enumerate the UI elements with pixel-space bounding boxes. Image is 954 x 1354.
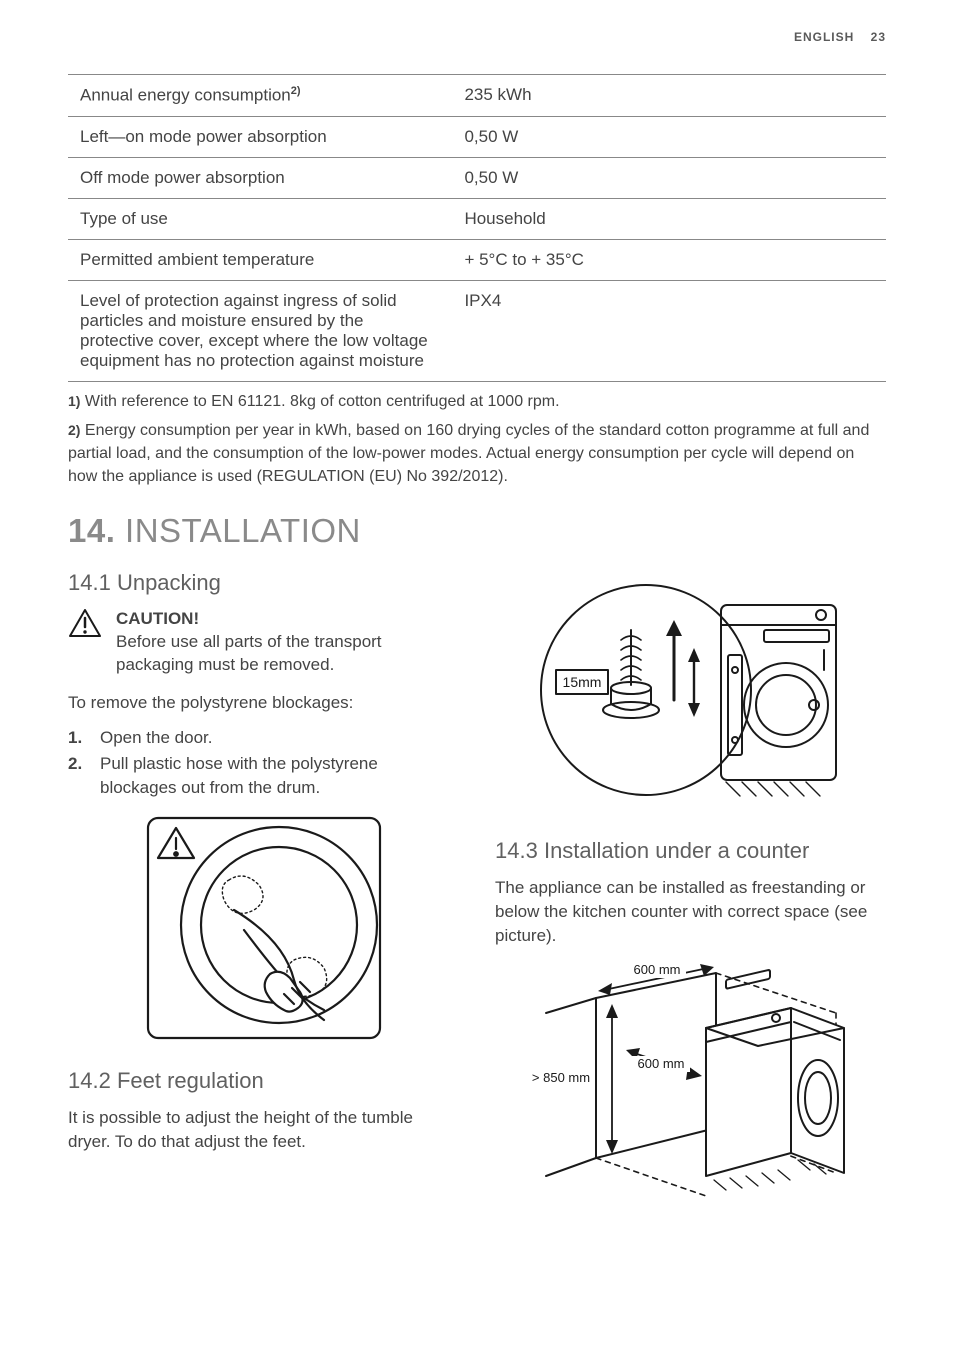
spec-label: Permitted ambient temperature xyxy=(68,239,452,280)
unpacking-illustration xyxy=(68,810,459,1050)
subsection-number: 14.2 xyxy=(68,1068,111,1093)
body-text: It is possible to adjust the height of t… xyxy=(68,1106,459,1154)
subsection-number: 14.3 xyxy=(495,838,538,863)
caution-title: CAUTION! xyxy=(116,609,199,628)
footnote-num: 2) xyxy=(68,422,80,438)
subsection-heading: 14.1 Unpacking xyxy=(68,570,459,596)
left-column: 14.1 Unpacking CAUTION! Before use all p… xyxy=(68,564,459,1225)
spec-label: Level of protection against ingress of s… xyxy=(68,280,452,381)
subsection-heading: 14.2 Feet regulation xyxy=(68,1068,459,1094)
spec-value: + 5°C to + 35°C xyxy=(452,239,886,280)
spec-table: Annual energy consumption2) 235 kWh Left… xyxy=(68,74,886,382)
page-header: ENGLISH 23 xyxy=(68,30,886,44)
spec-value: Household xyxy=(452,198,886,239)
feet-dimension-label: 15mm xyxy=(562,674,601,690)
table-row: Off mode power absorption 0,50 W xyxy=(68,157,886,198)
footnote: 2) Energy consumption per year in kWh, b… xyxy=(68,419,886,489)
table-row: Left—on mode power absorption 0,50 W xyxy=(68,116,886,157)
footnotes: 1) With reference to EN 61121. 8kg of co… xyxy=(68,390,886,489)
footnote-text: With reference to EN 61121. 8kg of cotto… xyxy=(85,393,560,410)
counter-height-label: > 850 mm xyxy=(531,1070,589,1085)
caution-text: CAUTION! Before use all parts of the tra… xyxy=(116,608,459,677)
feet-illustration: 15mm xyxy=(495,570,886,820)
section-title: INSTALLATION xyxy=(125,512,361,549)
spec-label: Annual energy consumption2) xyxy=(68,75,452,117)
caution-body: Before use all parts of the transport pa… xyxy=(116,632,382,674)
step-number: 2. xyxy=(68,752,90,800)
table-row: Type of use Household xyxy=(68,198,886,239)
header-page-number: 23 xyxy=(871,30,886,44)
table-row: Permitted ambient temperature + 5°C to +… xyxy=(68,239,886,280)
footnote: 1) With reference to EN 61121. 8kg of co… xyxy=(68,390,886,413)
spec-label: Left—on mode power absorption xyxy=(68,116,452,157)
step-text: Pull plastic hose with the polystyrene b… xyxy=(100,752,459,800)
spec-label: Type of use xyxy=(68,198,452,239)
intro-text: To remove the polystyrene blockages: xyxy=(68,691,459,715)
counter-width-label: 600 mm xyxy=(633,962,680,977)
body-text: The appliance can be installed as freest… xyxy=(495,876,886,947)
subsection-number: 14.1 xyxy=(68,570,111,595)
caution-block: CAUTION! Before use all parts of the tra… xyxy=(68,608,459,677)
counter-depth-label: 600 mm xyxy=(637,1056,684,1071)
counter-illustration: 600 mm > 850 mm 600 mm xyxy=(495,958,886,1208)
footnote-num: 1) xyxy=(68,393,80,409)
spec-label: Off mode power absorption xyxy=(68,157,452,198)
warning-icon xyxy=(68,608,102,638)
spec-value: 0,50 W xyxy=(452,116,886,157)
footnote-text: Energy consumption per year in kWh, base… xyxy=(68,422,869,485)
section-heading: 14. INSTALLATION xyxy=(68,512,886,550)
step-list: 1. Open the door. 2.Pull plastic hose wit… xyxy=(68,725,459,800)
list-item: 2.Pull plastic hose with the polystyrene… xyxy=(68,751,459,801)
spec-value: 235 kWh xyxy=(452,75,886,117)
subsection-heading: 14.3 Installation under a counter xyxy=(495,838,886,864)
right-column: 15mm 14.3 Installation under a counter T… xyxy=(495,564,886,1225)
list-item: 1. Open the door. xyxy=(68,725,459,751)
section-number: 14. xyxy=(68,512,115,549)
header-lang: ENGLISH xyxy=(794,30,854,44)
subsection-title: Unpacking xyxy=(117,570,221,595)
step-number: 1. xyxy=(68,726,90,750)
spec-value: 0,50 W xyxy=(452,157,886,198)
footnote-ref: 2) xyxy=(291,85,301,97)
step-text: Open the door. xyxy=(100,726,212,750)
subsection-title: Installation under a counter xyxy=(544,838,809,863)
table-row: Annual energy consumption2) 235 kWh xyxy=(68,75,886,117)
subsection-title: Feet regulation xyxy=(117,1068,264,1093)
table-row: Level of protection against ingress of s… xyxy=(68,280,886,381)
spec-value: IPX4 xyxy=(452,280,886,381)
